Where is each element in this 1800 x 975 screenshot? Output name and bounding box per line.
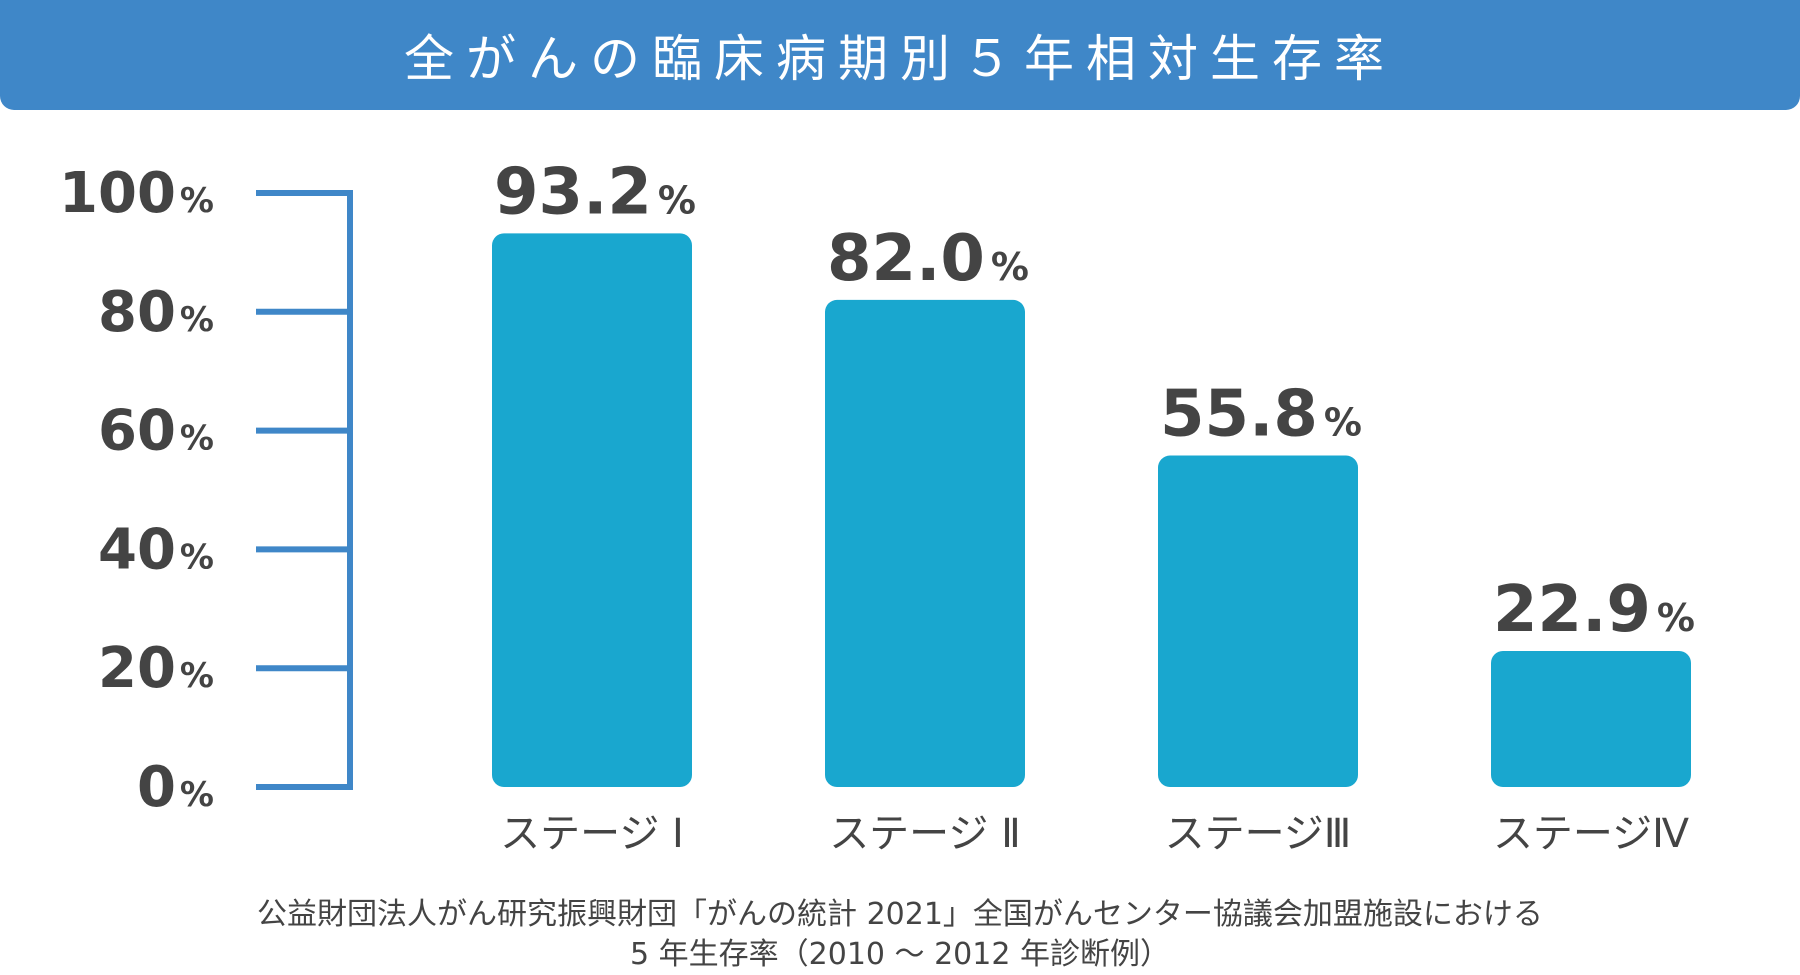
y-tick-value: 80 [98,280,176,345]
bar-value: 82.0 [827,222,985,296]
bar-value: 22.9 [1493,573,1651,647]
y-tick-label: 20% [98,636,214,701]
bar-value: 93.2 [494,155,652,229]
bar-value-unit: % [991,245,1029,289]
bar-value-unit: % [1657,596,1695,640]
y-tick-label: 40% [98,517,214,582]
footnote-line-1: 公益財団法人がん研究振興財団「がんの統計 2021」全国がんセンター協議会加盟施… [257,897,1543,932]
bar [1158,455,1358,787]
category-label: ステージⅣ [1493,811,1689,857]
y-tick-value: 100 [59,161,176,226]
bar-value: 55.8 [1160,378,1318,452]
y-tick-label: 60% [98,399,214,464]
y-tick-value: 40 [98,517,176,582]
category-label: ステージ Ⅰ [500,811,684,857]
category-label: ステージ Ⅱ [829,811,1021,857]
bar-value-unit: % [658,178,696,222]
bar-value-unit: % [1324,401,1362,445]
bar-value-label: 22.9% [1493,573,1695,647]
y-tick-label: 80% [98,280,214,345]
chart-title: 全がんの臨床病期別５年相対生存率 [404,30,1396,88]
title-bar: 全がんの臨床病期別５年相対生存率 [0,0,1800,110]
category-label: ステージⅢ [1165,811,1352,857]
y-tick-unit: % [180,181,214,221]
y-tick-value: 0 [137,755,176,820]
source-footnote: 公益財団法人がん研究振興財団「がんの統計 2021」全国がんセンター協議会加盟施… [0,895,1800,975]
y-tick-unit: % [180,656,214,696]
y-tick-label: 0% [137,755,214,820]
bar-value-label: 82.0% [827,222,1029,296]
category-labels: ステージ Ⅰ ステージ Ⅱ ステージⅢ ステージⅣ [500,811,1689,857]
footnote-line-2: 5 年生存率（2010 〜 2012 年診断例） [630,937,1170,972]
y-tick-unit: % [180,537,214,577]
bars [492,233,1691,788]
y-tick-value: 20 [98,636,176,701]
bar-value-label: 93.2% [494,155,696,229]
bar [1491,650,1691,787]
y-axis: 0 %20 %40 %60 %80 %100% [59,161,353,820]
bar [825,299,1025,787]
bar-value-label: 55.8% [1160,378,1362,452]
y-tick-unit: % [180,419,214,459]
y-tick-unit: % [180,300,214,340]
value-labels: 93.2 %82.0 %55.8 %22.9% [494,155,1695,647]
y-tick-label: 100% [59,161,214,226]
bar [492,233,692,788]
y-tick-value: 60 [98,399,176,464]
y-tick-unit: % [180,775,214,815]
